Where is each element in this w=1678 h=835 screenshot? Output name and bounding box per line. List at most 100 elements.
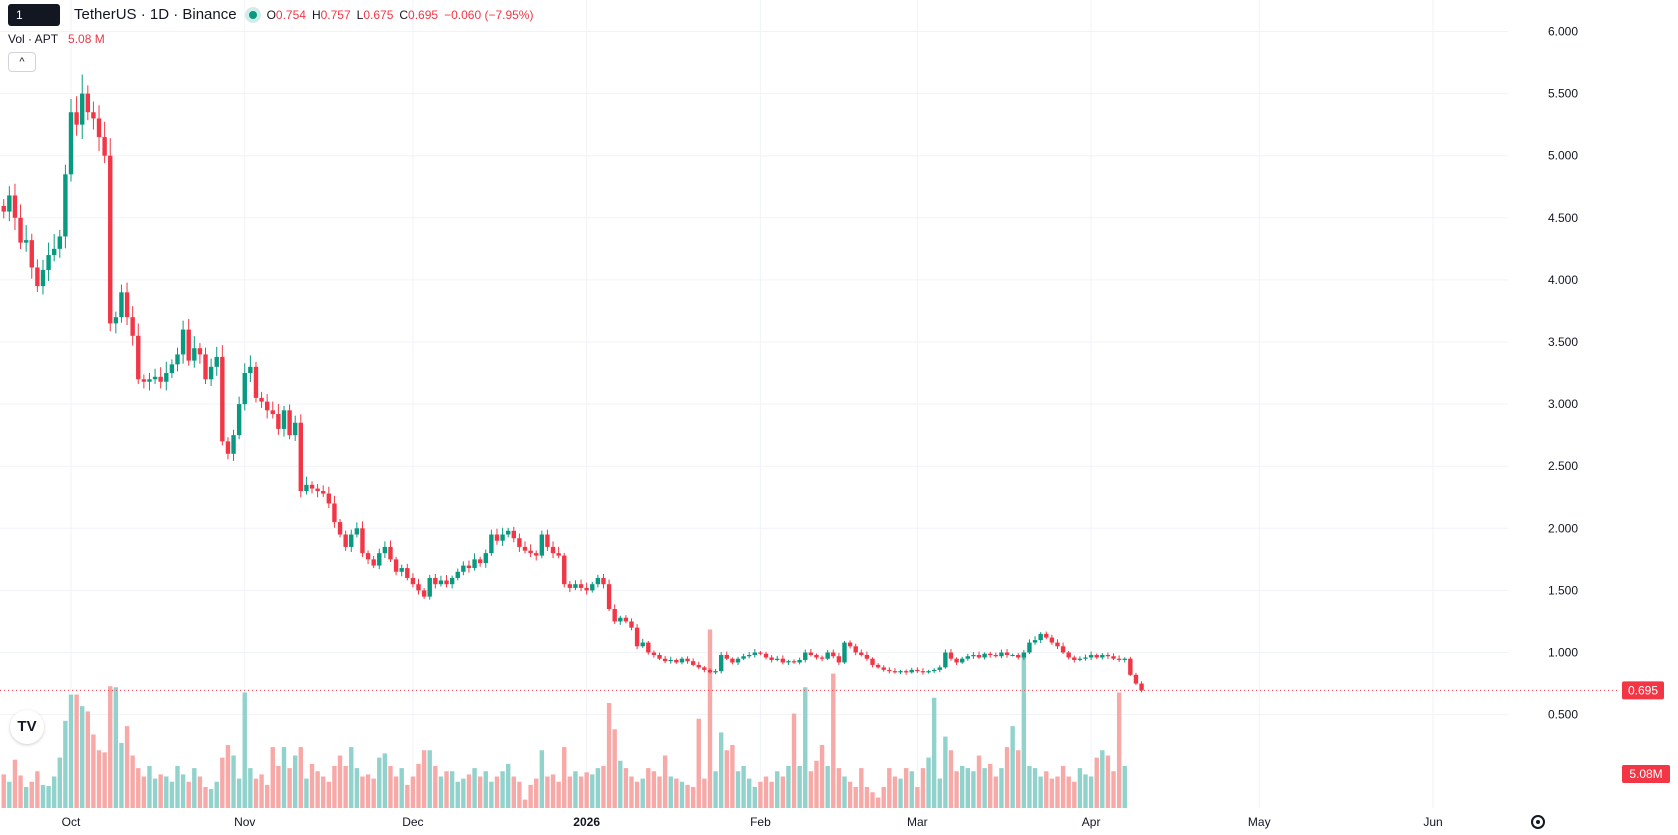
- last-volume-label: 5.08M: [1629, 767, 1662, 781]
- candle-body: [993, 654, 999, 657]
- candle-body: [1105, 654, 1111, 657]
- volume-bar: [937, 778, 942, 808]
- candle-body: [455, 571, 460, 578]
- candle-body: [500, 534, 505, 541]
- volume-bar: [690, 787, 696, 808]
- volume-bar: [444, 771, 449, 808]
- symbol-title[interactable]: TetherUS · 1D · Binance: [74, 6, 237, 23]
- candle-body: [584, 587, 589, 591]
- volume-bar: [23, 787, 29, 808]
- candle-body: [1060, 646, 1066, 653]
- candle-body: [1010, 654, 1015, 656]
- candle-body: [349, 534, 354, 547]
- candle-body: [1072, 657, 1077, 660]
- candle-body: [192, 348, 197, 361]
- volume-bar: [606, 703, 612, 808]
- volume-bar: [124, 726, 130, 808]
- volume-label[interactable]: Vol · APT: [8, 32, 59, 46]
- candle-body: [634, 627, 640, 647]
- volume-bar: [791, 713, 797, 808]
- volume-bar: [1032, 768, 1038, 808]
- volume-bar: [203, 787, 208, 808]
- candle-body: [119, 292, 124, 318]
- candle-body: [971, 654, 976, 657]
- volume-bar: [438, 776, 444, 808]
- volume-bar: [724, 750, 729, 808]
- y-tick-label: 0.500: [1548, 708, 1578, 722]
- volume-bar: [786, 766, 791, 808]
- volume-bar: [113, 687, 119, 808]
- volume-bar: [1088, 776, 1094, 808]
- candle-body: [1122, 658, 1127, 660]
- time-axis[interactable]: Oct Nov Dec 2026 Feb Mar Apr May Jun: [62, 815, 1443, 829]
- volume-bar: [847, 781, 853, 808]
- candle-body: [674, 659, 679, 663]
- candle-body: [769, 657, 774, 660]
- volume-bar: [119, 742, 124, 808]
- volume-bar: [685, 784, 690, 808]
- volume-bar: [321, 776, 326, 808]
- volume-bar: [483, 771, 488, 808]
- candle-body: [528, 550, 533, 554]
- candle-body: [988, 653, 993, 655]
- candle-body: [556, 553, 561, 556]
- volume-bar: [152, 778, 158, 808]
- volume-bar: [612, 729, 617, 808]
- candle-body: [410, 577, 416, 585]
- candle-body: [1032, 640, 1038, 643]
- price-axis[interactable]: 0.500 1.000 1.500 2.000 2.500 3.000 3.500 4.000…: [1548, 25, 1578, 722]
- volume-bar: [646, 768, 651, 808]
- candle-body: [175, 354, 180, 365]
- candle-body: [539, 534, 545, 556]
- volume-bar: [999, 768, 1004, 808]
- tradingview-logo-icon[interactable]: TV: [10, 710, 44, 744]
- volume-bar: [427, 750, 432, 808]
- volume-bar: [264, 784, 270, 808]
- volume-bar: [197, 776, 203, 808]
- candle-body: [18, 217, 23, 243]
- candle-body: [393, 559, 399, 572]
- candle-body: [690, 661, 696, 665]
- volume-bar: [831, 673, 836, 808]
- volume-bar: [1066, 776, 1071, 808]
- volume-bar: [634, 781, 640, 808]
- volume-bar: [814, 760, 819, 808]
- volume-bar: [63, 720, 68, 808]
- candle-body: [859, 652, 864, 655]
- x-tick-label: Jun: [1423, 815, 1442, 829]
- settings-gear-icon[interactable]: [1531, 815, 1545, 829]
- candle-body: [298, 422, 304, 492]
- candle-body: [1139, 683, 1144, 691]
- candle-body: [517, 538, 522, 547]
- candle-body: [1128, 658, 1133, 675]
- volume-bar: [399, 768, 404, 808]
- volume-bar: [214, 781, 219, 808]
- volume-bar: [68, 694, 74, 808]
- candle-body: [253, 366, 259, 398]
- volume-bar: [298, 747, 304, 808]
- candle-body: [169, 364, 175, 374]
- volume-bar: [875, 797, 881, 808]
- candle-body: [640, 642, 645, 647]
- volume-bar: [965, 768, 970, 808]
- candle-body: [842, 642, 847, 663]
- volume-bar: [775, 771, 780, 808]
- candle-body: [791, 661, 797, 663]
- volume-bar: [1077, 768, 1083, 808]
- candle-body: [920, 671, 926, 673]
- volume-bar: [534, 778, 539, 808]
- candle-body: [1088, 654, 1094, 658]
- candle-body: [270, 410, 275, 415]
- volume-bar: [1072, 781, 1077, 808]
- candle-body: [203, 354, 208, 380]
- candle-body: [1044, 633, 1049, 638]
- volume-bar: [948, 750, 954, 808]
- candle-body: [326, 493, 332, 504]
- volume-bar: [1111, 771, 1116, 808]
- volume-bar: [51, 776, 57, 808]
- volume-bar: [1021, 652, 1027, 808]
- volume-bar: [433, 766, 438, 808]
- candle-body: [236, 404, 242, 436]
- chevron-up-icon[interactable]: ^: [8, 52, 36, 72]
